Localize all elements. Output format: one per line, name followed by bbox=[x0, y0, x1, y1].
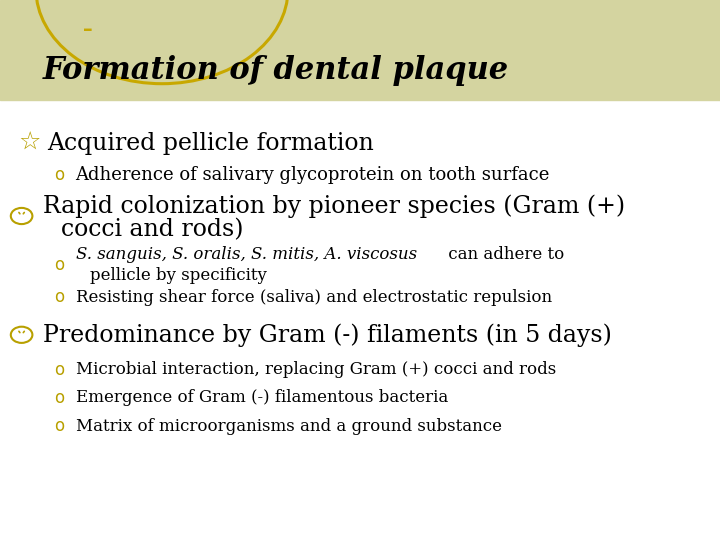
Text: Rapid colonization by pioneer species (Gram (+): Rapid colonization by pioneer species (G… bbox=[43, 194, 626, 218]
Text: cocci and rods): cocci and rods) bbox=[61, 218, 243, 241]
Text: o: o bbox=[54, 389, 64, 407]
Text: o: o bbox=[54, 166, 64, 185]
Text: Emergence of Gram (-) filamentous bacteria: Emergence of Gram (-) filamentous bacter… bbox=[76, 389, 448, 407]
Bar bbox=[0, 0, 720, 100]
Text: o: o bbox=[54, 361, 64, 379]
Text: o: o bbox=[54, 255, 64, 274]
Text: o: o bbox=[54, 288, 64, 306]
Text: ☆: ☆ bbox=[18, 131, 40, 155]
Text: o: o bbox=[54, 417, 64, 435]
Text: pellicle by specificity: pellicle by specificity bbox=[90, 267, 267, 284]
Text: Adherence of salivary glycoprotein on tooth surface: Adherence of salivary glycoprotein on to… bbox=[76, 166, 550, 185]
Text: –: – bbox=[83, 20, 92, 39]
Text: Microbial interaction, replacing Gram (+) cocci and rods: Microbial interaction, replacing Gram (+… bbox=[76, 361, 556, 379]
Text: can adhere to: can adhere to bbox=[443, 246, 564, 264]
Text: Matrix of microorganisms and a ground substance: Matrix of microorganisms and a ground su… bbox=[76, 417, 502, 435]
Text: Acquired pellicle formation: Acquired pellicle formation bbox=[47, 132, 374, 154]
Text: S. sanguis, S. oralis, S. mitis, A. viscosus: S. sanguis, S. oralis, S. mitis, A. visc… bbox=[76, 246, 417, 264]
Text: Formation of dental plaque: Formation of dental plaque bbox=[43, 55, 509, 86]
Text: Predominance by Gram (-) filaments (in 5 days): Predominance by Gram (-) filaments (in 5… bbox=[43, 323, 612, 347]
Text: Resisting shear force (saliva) and electrostatic repulsion: Resisting shear force (saliva) and elect… bbox=[76, 288, 552, 306]
